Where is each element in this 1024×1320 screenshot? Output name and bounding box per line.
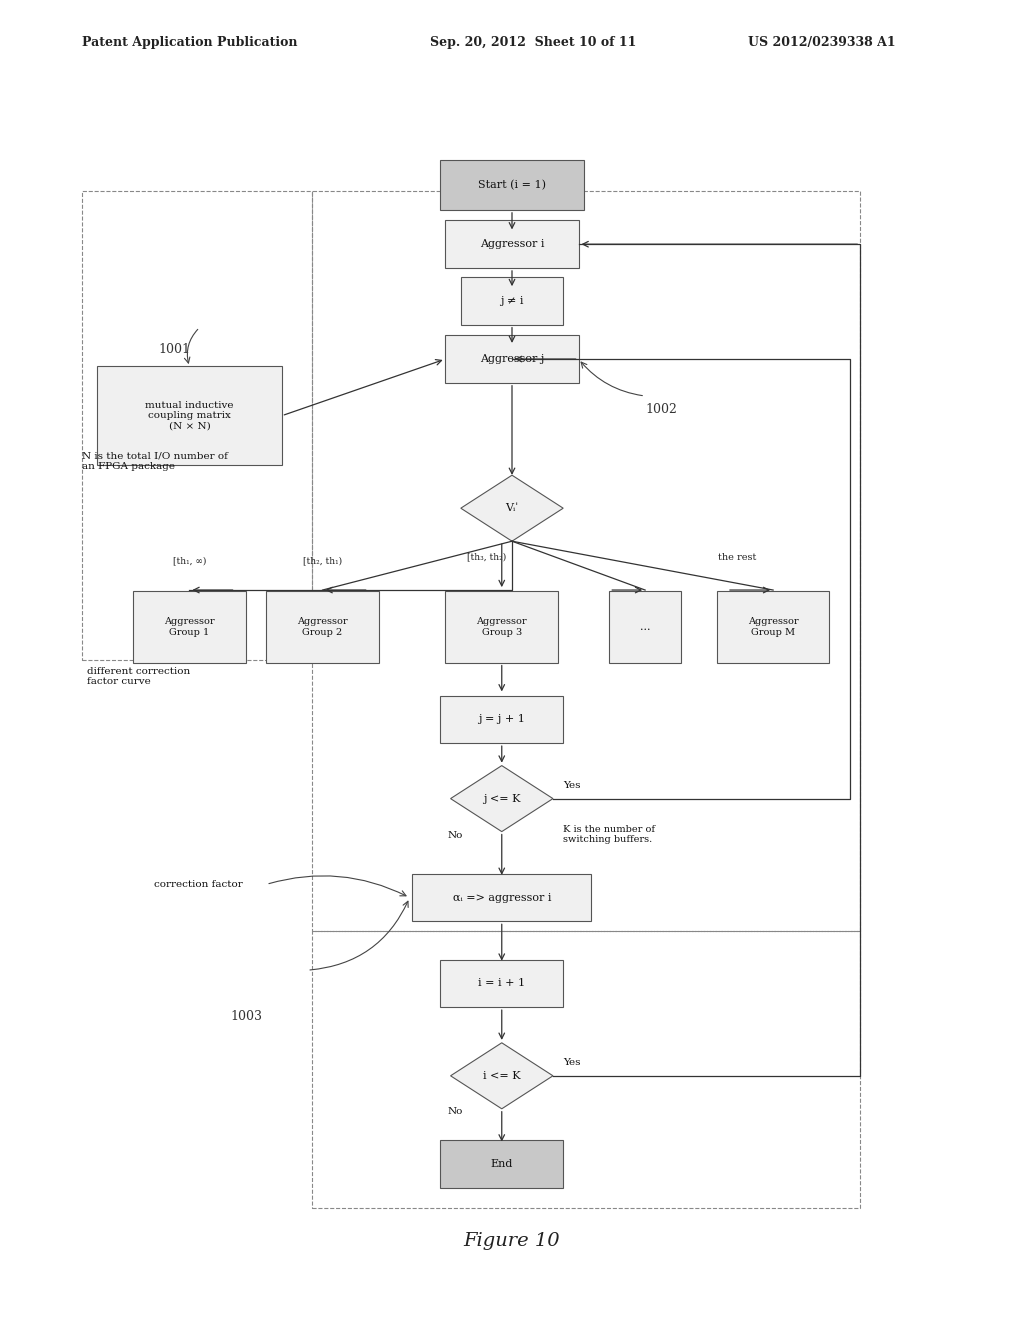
Text: K is the number of
switching buffers.: K is the number of switching buffers. bbox=[563, 825, 655, 845]
Text: Aggressor j: Aggressor j bbox=[480, 354, 544, 364]
Text: Vᵢˈ: Vᵢˈ bbox=[506, 503, 518, 513]
Text: End: End bbox=[490, 1159, 513, 1170]
Text: Aggressor i: Aggressor i bbox=[480, 239, 544, 249]
Polygon shape bbox=[461, 475, 563, 541]
Text: j <= K: j <= K bbox=[483, 793, 520, 804]
FancyBboxPatch shape bbox=[440, 1140, 563, 1188]
Text: Start (i = 1): Start (i = 1) bbox=[478, 180, 546, 190]
FancyBboxPatch shape bbox=[266, 591, 379, 663]
FancyBboxPatch shape bbox=[440, 696, 563, 743]
Text: No: No bbox=[447, 832, 463, 840]
FancyBboxPatch shape bbox=[412, 874, 591, 921]
Text: i <= K: i <= K bbox=[483, 1071, 520, 1081]
Text: [th₂, th₁): [th₂, th₁) bbox=[303, 557, 342, 565]
Text: [th₁, ∞): [th₁, ∞) bbox=[173, 557, 206, 565]
Text: Aggressor
Group 2: Aggressor Group 2 bbox=[297, 618, 348, 636]
Polygon shape bbox=[451, 766, 553, 832]
Text: j ≠ i: j ≠ i bbox=[501, 296, 523, 306]
FancyBboxPatch shape bbox=[133, 591, 246, 663]
Text: 1002: 1002 bbox=[645, 403, 677, 416]
Text: Aggressor
Group M: Aggressor Group M bbox=[748, 618, 799, 636]
Text: N is the total I/O number of
an FPGA package: N is the total I/O number of an FPGA pac… bbox=[82, 451, 227, 471]
Text: 1003: 1003 bbox=[230, 1010, 262, 1023]
FancyBboxPatch shape bbox=[440, 960, 563, 1007]
Text: Patent Application Publication: Patent Application Publication bbox=[82, 36, 297, 49]
Text: US 2012/0239338 A1: US 2012/0239338 A1 bbox=[748, 36, 895, 49]
Text: different correction
factor curve: different correction factor curve bbox=[87, 667, 190, 686]
Text: No: No bbox=[447, 1107, 463, 1115]
Text: i = i + 1: i = i + 1 bbox=[478, 978, 525, 989]
FancyBboxPatch shape bbox=[445, 335, 579, 383]
Text: Yes: Yes bbox=[563, 781, 581, 789]
FancyBboxPatch shape bbox=[717, 591, 829, 663]
Text: Figure 10: Figure 10 bbox=[464, 1232, 560, 1250]
Text: mutual inductive
coupling matrix
(N × N): mutual inductive coupling matrix (N × N) bbox=[145, 401, 233, 430]
Text: ...: ... bbox=[640, 622, 650, 632]
FancyBboxPatch shape bbox=[440, 160, 584, 210]
Text: the rest: the rest bbox=[718, 553, 757, 561]
Text: αᵢ => aggressor i: αᵢ => aggressor i bbox=[453, 892, 551, 903]
Text: Yes: Yes bbox=[563, 1059, 581, 1067]
Polygon shape bbox=[451, 1043, 553, 1109]
Text: Aggressor
Group 3: Aggressor Group 3 bbox=[476, 618, 527, 636]
Text: 1001: 1001 bbox=[159, 343, 190, 356]
FancyBboxPatch shape bbox=[97, 366, 282, 465]
FancyBboxPatch shape bbox=[609, 591, 681, 663]
Text: Sep. 20, 2012  Sheet 10 of 11: Sep. 20, 2012 Sheet 10 of 11 bbox=[430, 36, 637, 49]
Text: [th₃, th₂): [th₃, th₂) bbox=[467, 553, 506, 561]
Text: correction factor: correction factor bbox=[154, 880, 243, 888]
Text: Aggressor
Group 1: Aggressor Group 1 bbox=[164, 618, 215, 636]
FancyBboxPatch shape bbox=[445, 220, 579, 268]
FancyBboxPatch shape bbox=[461, 277, 563, 325]
Text: j = j + 1: j = j + 1 bbox=[478, 714, 525, 725]
FancyBboxPatch shape bbox=[445, 591, 558, 663]
